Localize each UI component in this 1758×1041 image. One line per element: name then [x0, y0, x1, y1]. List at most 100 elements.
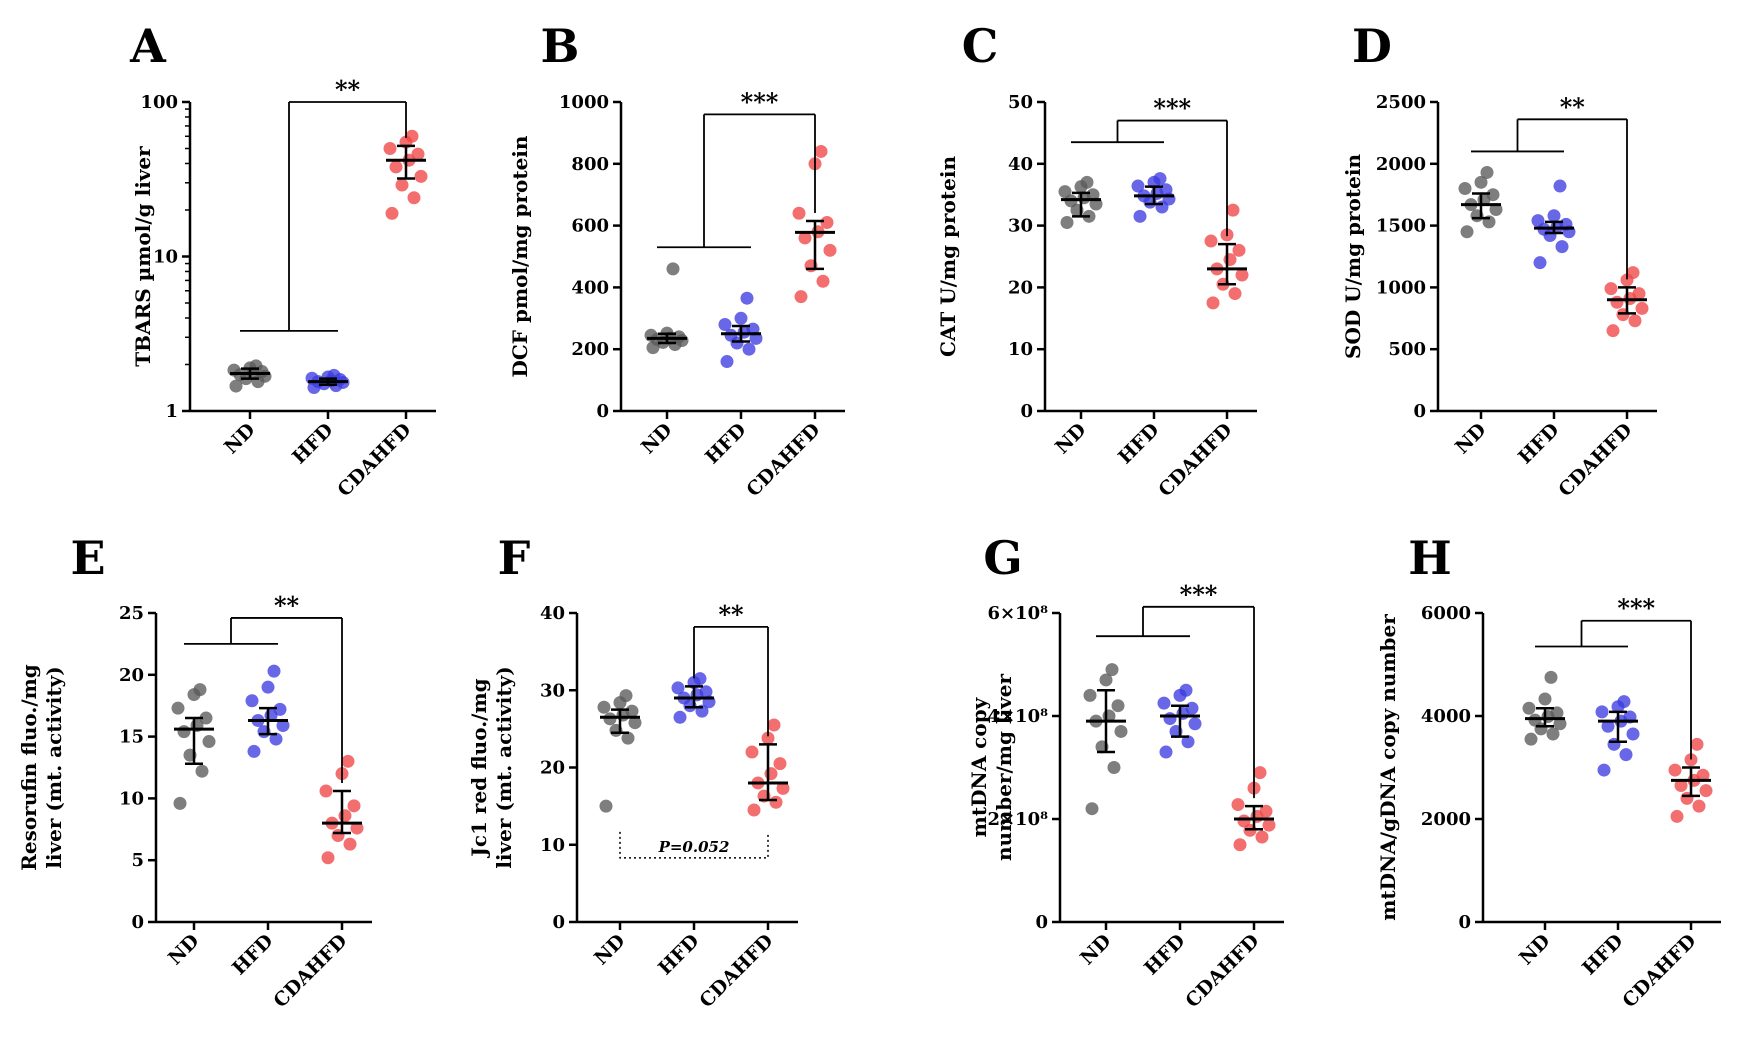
data-point-hfd	[1553, 179, 1567, 193]
panel-letter: F	[498, 531, 531, 585]
data-point-nd	[173, 796, 187, 810]
data-point-nd	[1489, 203, 1503, 217]
data-point-hfd	[247, 744, 261, 758]
x-tick-label-nd: ND	[1076, 930, 1115, 969]
data-point-hfd	[740, 291, 754, 305]
data-point-cdahfd	[347, 799, 361, 813]
data-point-cdahfd	[1233, 838, 1247, 852]
panel-letter: B	[541, 19, 580, 73]
panel-letter: H	[1408, 531, 1451, 585]
data-point-cdahfd	[1253, 766, 1267, 780]
data-point-nd	[229, 379, 243, 393]
data-point-cdahfd	[1237, 814, 1251, 828]
data-point-hfd	[671, 681, 685, 695]
data-point-nd	[1460, 225, 1474, 239]
panel-f: F 0 10 20 30 40 Jc1 red fluo./mgliver (mt. act…	[467, 531, 798, 1012]
y-tick-label: 2000	[1421, 809, 1471, 830]
data-point-hfd	[276, 718, 290, 732]
data-point-nd	[202, 735, 216, 749]
data-point-cdahfd	[820, 216, 834, 230]
panel-letter: G	[983, 531, 1022, 585]
y-tick-label: 500	[1388, 339, 1426, 360]
data-point-nd	[199, 711, 213, 725]
data-point-nd	[1550, 706, 1564, 720]
data-point-nd	[599, 799, 613, 813]
x-tick-label-cdahfd: CDAHFD	[1181, 930, 1263, 1012]
y-tick-label: 5	[131, 850, 144, 871]
data-point-nd	[1458, 182, 1472, 196]
y-tick-label: 30	[1008, 216, 1033, 237]
data-point-nd	[666, 262, 680, 276]
data-point-cdahfd	[773, 757, 787, 771]
data-point-nd	[1486, 188, 1500, 202]
x-tick-label-cdahfd: CDAHFD	[1618, 930, 1700, 1012]
data-point-cdahfd	[798, 231, 812, 245]
significance-label: **	[1560, 92, 1586, 121]
y-tick-label: 400	[571, 277, 609, 298]
data-point-cdahfd	[823, 243, 837, 257]
data-point-hfd	[1188, 717, 1202, 731]
data-point-cdahfd	[814, 144, 828, 158]
data-point-nd	[1553, 717, 1567, 731]
y-tick-label: 10	[153, 247, 178, 268]
data-point-cdahfd	[792, 206, 806, 220]
y-tick-label: 0	[552, 912, 565, 933]
y-tick-label: 100	[140, 92, 178, 113]
data-point-hfd	[1133, 209, 1147, 223]
y-tick-label: 1500	[1376, 216, 1426, 237]
data-point-hfd	[1159, 183, 1173, 197]
data-point-hfd	[1157, 696, 1171, 710]
x-tick-label-cdahfd: CDAHFD	[742, 419, 824, 501]
significance-label: **	[335, 75, 361, 104]
data-point-hfd	[273, 702, 287, 716]
x-tick-label-cdahfd: CDAHFD	[269, 930, 351, 1012]
data-point-hfd	[1595, 705, 1609, 719]
panel-d: D 0 500 1000 1500 2000 2500 SOD U/mg protein ND H…	[1341, 19, 1657, 501]
y-tick-label: 200	[571, 339, 609, 360]
data-point-nd	[1107, 761, 1121, 774]
data-point-cdahfd	[1674, 779, 1688, 793]
panel-letter: E	[70, 531, 105, 585]
data-point-nd	[619, 689, 633, 703]
y-tick-label: 20	[1008, 277, 1033, 298]
y-tick-label: 6×10⁸	[987, 603, 1048, 624]
data-point-nd	[628, 716, 642, 730]
data-point-hfd	[718, 317, 732, 331]
data-point-cdahfd	[794, 290, 808, 304]
x-tick-label-nd: ND	[590, 930, 629, 969]
data-point-hfd	[734, 311, 748, 325]
data-point-cdahfd	[1632, 287, 1646, 301]
data-point-hfd	[673, 710, 687, 724]
data-point-hfd	[720, 355, 734, 369]
y-axis-label: mtDNA copynumber/mg liver	[967, 674, 1016, 861]
data-point-hfd	[261, 680, 275, 694]
data-point-hfd	[245, 694, 259, 708]
data-point-nd	[1085, 802, 1099, 816]
data-point-nd	[1544, 670, 1558, 684]
data-point-nd	[603, 712, 617, 726]
panel-letter: A	[129, 19, 167, 73]
y-tick-label: 0	[1020, 401, 1033, 422]
y-axis-label: Jc1 red fluo./mgliver (mt. activity)	[467, 666, 516, 868]
data-point-cdahfd	[1228, 287, 1242, 301]
x-tick-label-nd: ND	[1515, 930, 1554, 969]
x-tick-label-nd: ND	[1451, 419, 1490, 458]
data-point-nd	[1528, 713, 1542, 727]
y-tick-label: 2000	[1376, 154, 1426, 175]
significance-label: ***	[1180, 580, 1218, 609]
data-point-cdahfd	[745, 745, 759, 759]
data-point-cdahfd	[383, 142, 397, 156]
data-point-nd	[1474, 175, 1488, 189]
data-point-hfd	[1185, 701, 1199, 715]
y-tick-label: 6000	[1421, 603, 1471, 624]
data-point-cdahfd	[1692, 799, 1706, 813]
data-point-cdahfd	[1606, 324, 1620, 338]
y-tick-label: 10	[119, 788, 144, 809]
data-point-cdahfd	[816, 274, 830, 288]
data-point-nd	[1083, 688, 1097, 702]
data-point-hfd	[1153, 172, 1167, 186]
data-point-nd	[1058, 185, 1072, 199]
data-point-cdahfd	[350, 821, 364, 835]
data-point-cdahfd	[1668, 763, 1682, 777]
